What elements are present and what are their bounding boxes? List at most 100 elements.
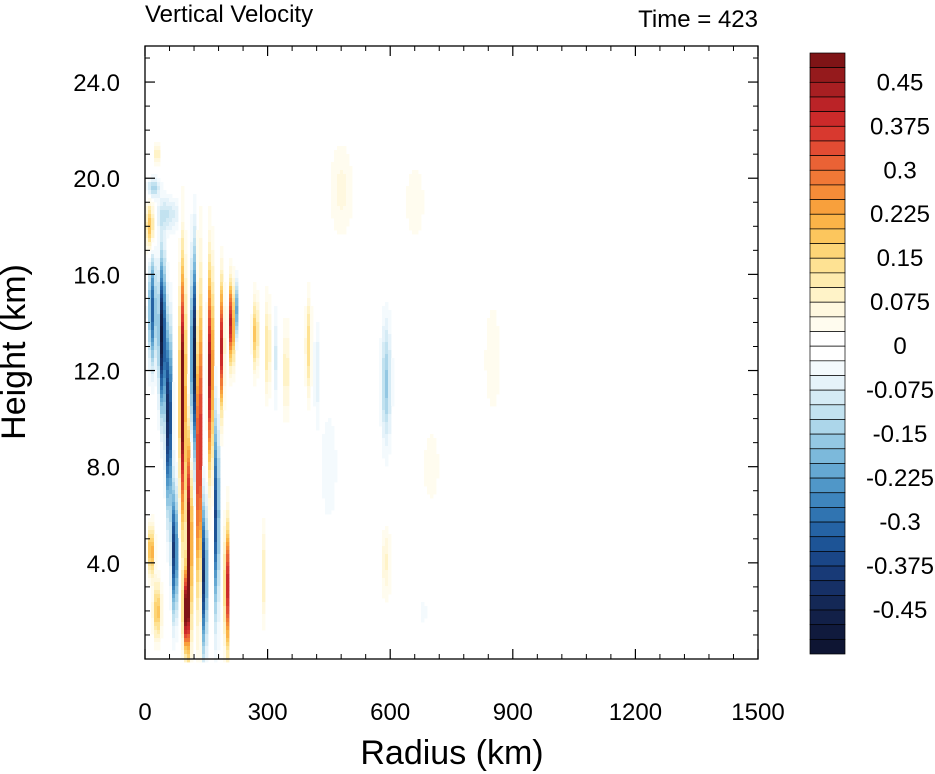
field-cell [346,182,350,187]
field-cell [154,554,158,559]
field-cell [421,210,425,215]
field-cell [214,374,218,379]
field-cell [232,306,236,311]
field-cell [208,398,212,403]
field-cell [235,330,239,335]
field-cell [196,614,200,619]
field-cell [226,646,230,651]
field-cell [199,298,203,303]
field-cell [211,262,215,267]
field-cell [163,374,167,379]
field-cell [193,198,197,203]
field-cell [184,282,188,287]
field-cell [331,190,335,195]
field-cell [304,354,308,359]
field-cell [187,562,191,567]
field-cell [310,362,314,367]
field-cell [205,414,209,419]
field-cell [328,438,332,443]
field-cell [409,206,413,211]
field-cell [187,478,191,483]
field-cell [382,382,386,387]
field-cell [181,542,185,547]
field-cell [211,454,215,459]
field-cell [307,338,311,343]
field-cell [163,370,167,375]
field-cell [214,454,218,459]
colorbar-box [809,521,846,538]
field-cell [229,294,233,299]
field-cell [157,202,161,207]
field-cell [496,342,500,347]
field-cell [196,298,200,303]
field-cell [214,382,218,387]
field-cell [151,522,155,527]
field-cell [196,290,200,295]
field-cell [157,422,161,427]
field-cell [409,190,413,195]
field-cell [229,382,233,387]
field-cell [196,266,200,271]
field-cell [382,450,386,455]
field-cell [151,330,155,335]
field-cell [313,346,317,351]
field-cell [154,326,158,331]
field-cell [223,510,227,515]
field-cell [349,214,353,219]
field-cell [181,514,185,519]
field-cell [328,430,332,435]
field-cell [205,538,209,543]
field-cell [217,498,221,503]
field-cell [328,494,332,499]
field-cell [151,366,155,371]
field-cell [385,346,389,351]
field-cell [166,442,170,447]
field-cell [148,290,152,295]
field-cell [211,414,215,419]
field-cell [385,450,389,455]
field-cell [184,438,188,443]
field-cell [490,310,494,315]
field-cell [214,622,218,627]
field-cell [205,602,209,607]
field-cell [163,194,167,199]
field-cell [196,546,200,551]
field-cell [193,354,197,359]
field-cell [181,562,185,567]
field-cell [178,430,182,435]
field-cell [148,350,152,355]
field-cell [151,250,155,255]
field-cell [190,390,194,395]
field-cell [223,366,227,371]
field-cell [334,214,338,219]
field-cell [217,610,221,615]
field-cell [229,354,233,359]
field-cell [388,566,392,571]
field-cell [253,322,257,327]
field-cell [385,422,389,427]
field-cell [232,274,236,279]
field-cell [175,198,179,203]
field-cell [196,394,200,399]
field-cell [307,286,311,291]
field-cell [424,466,428,471]
field-cell [199,446,203,451]
field-cell [181,522,185,527]
field-cell [283,342,287,347]
field-cell [214,390,218,395]
field-cell [391,370,395,375]
field-cell [229,298,233,303]
field-cell [217,578,221,583]
field-cell [208,410,212,415]
field-cell [223,550,227,555]
field-cell [160,210,164,215]
field-cell [178,406,182,411]
field-cell [250,342,254,347]
field-cell [415,214,419,219]
field-cell [151,562,155,567]
field-cell [202,526,206,531]
field-cell [214,542,218,547]
field-cell [337,230,341,235]
field-cell [340,158,344,163]
field-cell [307,282,311,287]
